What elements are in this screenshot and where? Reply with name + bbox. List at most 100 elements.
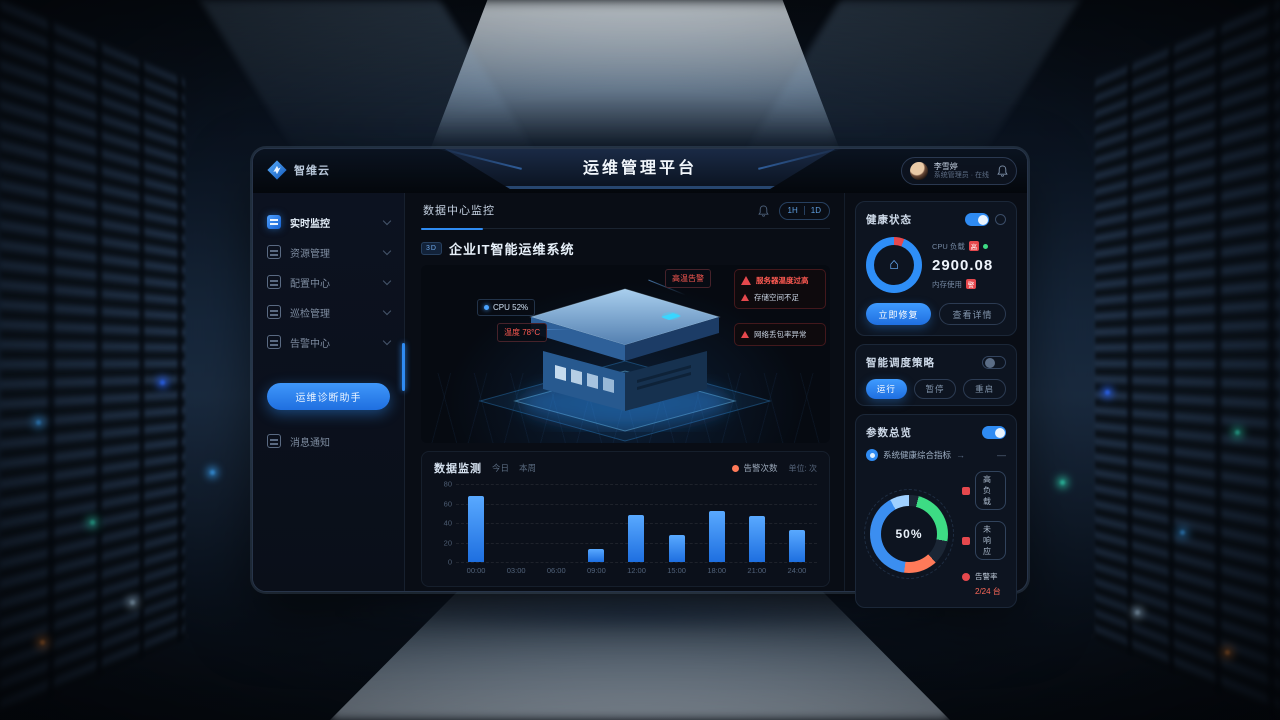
avatar [909, 162, 928, 180]
home-icon: ⌂ [889, 256, 899, 273]
params-title: 参数总览 [866, 427, 912, 439]
params-subrow[interactable]: 系统健康综合指标 → — [866, 449, 1006, 461]
sidebar-item-alert-center[interactable]: 告警中心 [253, 327, 404, 357]
gauge-center-value: 50% [895, 527, 923, 541]
time-range-switcher[interactable]: 1H 1D [778, 201, 830, 220]
status-badge: 警 [966, 279, 976, 289]
message-icon [267, 434, 281, 448]
isometric-server-illustration [478, 288, 772, 442]
bar-chart-card: 数据监测 今日 本周 告警次数 单位: 次 80 60 [421, 451, 830, 587]
logo-text: 智维云 [294, 165, 330, 177]
blue-dot-icon [484, 305, 489, 310]
tab-datacenter-monitoring[interactable]: 数据中心监控 [421, 192, 497, 230]
page-title: 运维管理平台 [582, 160, 697, 177]
scheduler-toggle[interactable] [982, 356, 1006, 369]
range-option-1d[interactable]: 1D [810, 206, 821, 215]
bar[interactable] [708, 511, 725, 562]
inspection-icon [267, 305, 281, 319]
alert-item: 服务器温度过高 [741, 275, 819, 286]
chart-legend: 告警次数 单位: 次 [731, 462, 817, 474]
run-button[interactable]: 运行 [866, 379, 907, 399]
alert-icon [267, 335, 281, 349]
sidebar-item-messages[interactable]: 消息通知 [253, 426, 404, 456]
chart-tab-today[interactable]: 今日 [492, 463, 510, 473]
bar[interactable] [748, 516, 765, 562]
alarm-bell-icon[interactable] [757, 204, 769, 217]
active-indicator-bar [402, 343, 405, 391]
health-value: 2900.08 [932, 256, 994, 274]
health-toggle[interactable] [965, 213, 989, 226]
user-chip[interactable]: 李雪婷 系统管理员 · 在线 [900, 157, 1017, 185]
dashboard-window: 运维管理平台 智维云 李雪婷 系统管理员 · 在线 [252, 148, 1028, 608]
chart-tab-week[interactable]: 本周 [519, 463, 537, 473]
logo-diamond-icon [267, 160, 287, 180]
range-option-1h[interactable]: 1H [787, 206, 798, 215]
param-item-3[interactable]: 告警率 [962, 571, 1006, 582]
app-logo[interactable]: 智维云 [266, 159, 330, 181]
main-content: 数据中心监控 1H 1D 3D 企业IT智能运维系统 [405, 193, 846, 591]
restart-button[interactable]: 重启 [963, 379, 1007, 399]
bar[interactable] [668, 534, 685, 562]
status-badge: 高 [968, 241, 979, 251]
health-card: 健康状态 ⌂ CPU 负载 高 2900.08 [855, 201, 1017, 336]
params-toggle[interactable] [982, 426, 1006, 439]
sidebar-item-inspection[interactable]: 巡检管理 [253, 297, 404, 327]
callout-alarm: 高温告警 [665, 269, 711, 288]
health-gauge: 50% [864, 489, 954, 579]
server-3d-scene: CPU 52% 温度 78°C 高温告警 服务器温度过高 [421, 265, 830, 443]
refresh-circle-icon[interactable] [995, 214, 1006, 225]
indicator-circle-icon [866, 449, 878, 461]
resource-icon [267, 245, 281, 259]
config-icon [267, 275, 281, 289]
callout-temperature: 温度 78°C [497, 323, 548, 342]
param-item-2[interactable]: 未响应 [962, 521, 1006, 560]
alert-rate-value: 2/24 台 [975, 587, 1001, 596]
green-dot-icon [982, 243, 988, 249]
bar-chart-plot: 80 60 40 20 0 [444, 480, 817, 567]
chart-title: 数据监测 [434, 463, 482, 475]
x-axis-labels: 00:00 03:00 06:00 09:00 12:00 15:00 18:0… [466, 566, 807, 575]
warning-triangle-icon [741, 276, 751, 285]
fix-now-button[interactable]: 立即修复 [866, 303, 931, 325]
user-name: 李雪婷 [933, 161, 958, 171]
legend-dot-icon [731, 464, 739, 472]
bar[interactable] [628, 515, 645, 562]
sidebar: 实时监控 资源管理 配置中心 巡检管理 告警中心 [253, 193, 405, 591]
sidebar-item-realtime-monitoring[interactable]: 实时监控 [253, 207, 404, 237]
arrow-right-icon: → [956, 450, 966, 460]
alert-item: 存储空间不足 [741, 292, 819, 303]
app-header: 运维管理平台 智维云 李雪婷 系统管理员 · 在线 [253, 149, 1027, 193]
bar[interactable] [788, 529, 805, 562]
chevron-down-icon [382, 246, 392, 255]
user-role: 系统管理员 · 在线 [933, 171, 989, 179]
red-dot-icon [962, 572, 970, 581]
chevron-down-icon [382, 306, 392, 315]
notification-bell-icon[interactable] [997, 165, 1008, 177]
red-square-icon [962, 536, 970, 545]
callout-cpu: CPU 52% [477, 299, 536, 316]
warning-triangle-icon [741, 331, 749, 338]
alert-card-2[interactable]: 网络丢包率异常 [734, 323, 826, 346]
section-badge: 3D [421, 241, 442, 255]
alert-card-1[interactable]: 服务器温度过高 存储空间不足 [734, 269, 826, 309]
diagnostic-assistant-button[interactable]: 运维诊断助手 [267, 383, 390, 410]
sidebar-item-config-center[interactable]: 配置中心 [253, 267, 404, 297]
sidebar-item-resource-management[interactable]: 资源管理 [253, 237, 404, 267]
right-panel: 健康状态 ⌂ CPU 负载 高 2900.08 [844, 193, 1027, 608]
bar[interactable] [468, 495, 485, 562]
warning-triangle-icon [741, 294, 749, 301]
main-tabbar: 数据中心监控 1H 1D [421, 192, 830, 230]
pause-button[interactable]: 暂停 [913, 379, 957, 399]
chevron-down-icon [382, 276, 392, 285]
params-card: 参数总览 系统健康综合指标 → — 50% [855, 414, 1017, 608]
section-title: 企业IT智能运维系统 [448, 241, 575, 257]
red-square-icon [962, 486, 970, 495]
alert-item: 网络丢包率异常 [741, 329, 819, 340]
monitor-icon [267, 215, 281, 229]
bar[interactable] [588, 549, 605, 562]
chevron-down-icon [382, 336, 392, 345]
param-item-1[interactable]: 高负载 [962, 471, 1006, 510]
view-details-button[interactable]: 查看详情 [939, 303, 1006, 325]
section-header: 3D 企业IT智能运维系统 [421, 237, 830, 259]
